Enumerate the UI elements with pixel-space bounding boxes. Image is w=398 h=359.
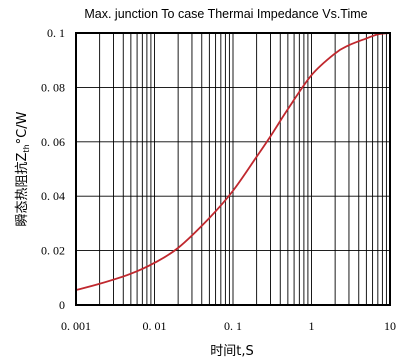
x-tick-label: 10 <box>384 319 396 333</box>
y-axis-label: 瞬态热阻抗Zth°C/W <box>15 111 31 226</box>
chart-title: Max. junction To case Thermai Impedance … <box>84 7 367 21</box>
y-tick-label: 0. 08 <box>41 80 65 94</box>
y-tick-label: 0. 04 <box>41 189 65 203</box>
y-axis-label-sub: th <box>22 144 31 152</box>
x-tick-label: 0. 001 <box>61 319 91 333</box>
tick-labels: 0. 001 0. 01 0. 1 1 10 0 0. 02 0. 04 0. 06 0. 08 0… <box>41 26 396 333</box>
y-tick-label: 0 <box>59 298 65 312</box>
y-tick-label: 0. 06 <box>41 135 65 149</box>
x-axis-label: 时间t,S <box>210 344 253 359</box>
grid <box>75 32 391 306</box>
x-tick-label: 0. 1 <box>224 319 242 333</box>
impedance-curve <box>75 32 391 291</box>
x-tick-label: 0. 01 <box>143 319 167 333</box>
y-axis-label-main: 瞬态热阻抗Z <box>15 152 30 226</box>
plot-frame <box>75 32 391 306</box>
x-tick-label: 1 <box>309 319 315 333</box>
y-tick-label: 0. 1 <box>47 26 65 40</box>
y-tick-label: 0. 02 <box>41 244 65 258</box>
y-axis-label-unit: °C/W <box>15 111 30 144</box>
series-layer <box>75 32 391 291</box>
